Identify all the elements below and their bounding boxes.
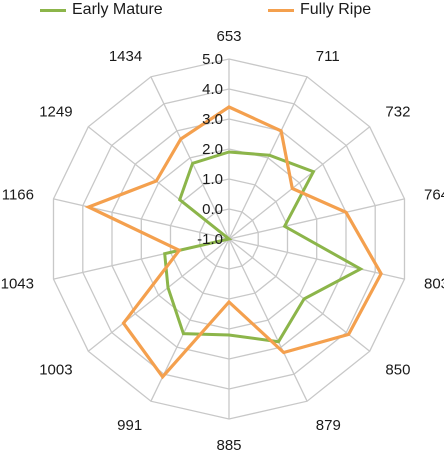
legend-label-early-mature: Early Mature xyxy=(72,1,163,18)
legend-swatch-fully-ripe xyxy=(268,8,294,12)
grid-spoke xyxy=(228,238,308,402)
tick-label: -1.0 xyxy=(197,231,223,248)
grid-spoke xyxy=(228,126,371,240)
tick-label: 1.0 xyxy=(202,171,223,188)
tick-label: 3.0 xyxy=(202,111,223,128)
tick-label: 5.0 xyxy=(202,51,223,68)
category-label: 850 xyxy=(385,362,410,379)
category-label: 732 xyxy=(385,103,410,120)
category-label: 1434 xyxy=(109,48,142,65)
legend-swatch-early-mature xyxy=(40,8,66,12)
legend-item-fully-ripe: Fully Ripe xyxy=(268,1,371,19)
grid-spoke xyxy=(150,76,230,240)
category-label: 803 xyxy=(424,276,444,293)
tick-label: 2.0 xyxy=(202,141,223,158)
category-label: 764 xyxy=(424,187,444,204)
grid-spoke xyxy=(53,198,230,240)
legend-item-early-mature: Early Mature xyxy=(40,1,163,19)
grid-spoke xyxy=(87,238,230,352)
category-label: 991 xyxy=(117,417,142,434)
category-label: 879 xyxy=(316,417,341,434)
category-label: 1003 xyxy=(39,362,72,379)
category-label: 1043 xyxy=(1,276,34,293)
category-label: 1166 xyxy=(2,187,34,204)
category-label: 885 xyxy=(216,437,241,450)
tick-label: 4.0 xyxy=(202,81,223,98)
legend: Early Mature Fully Ripe xyxy=(0,0,444,22)
grid-spoke xyxy=(228,238,405,280)
grid-spoke xyxy=(228,238,371,352)
category-label: 653 xyxy=(216,28,241,45)
series-line-early-mature xyxy=(163,150,364,344)
category-label: 1249 xyxy=(39,103,72,120)
series-line-fully-ripe xyxy=(84,105,383,380)
category-label: 711 xyxy=(316,48,340,65)
legend-label-fully-ripe: Fully Ripe xyxy=(300,1,372,18)
grid-spoke xyxy=(228,198,405,240)
grid-spoke xyxy=(228,76,308,240)
tick-label: 0.0 xyxy=(202,201,223,218)
